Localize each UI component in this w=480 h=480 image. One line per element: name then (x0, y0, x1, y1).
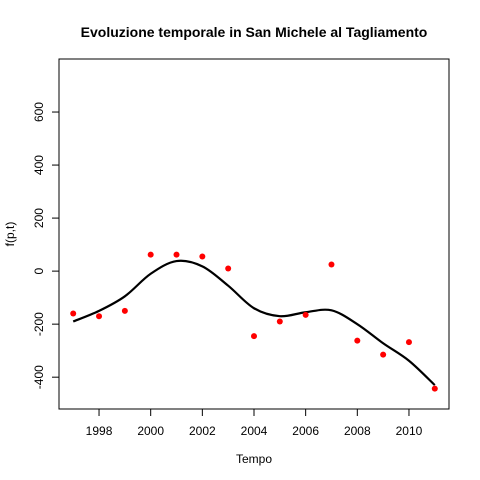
data-point (199, 253, 206, 260)
data-point (96, 313, 103, 320)
data-point (405, 339, 412, 346)
data-point (380, 351, 387, 358)
data-point (276, 318, 283, 325)
data-point (302, 311, 309, 318)
x-tick-label: 2010 (396, 424, 423, 438)
y-tick-label: 0 (32, 267, 46, 274)
x-tick-label: 2006 (292, 424, 319, 438)
data-point (70, 310, 77, 317)
x-tick-label: 2008 (344, 424, 371, 438)
data-point (173, 251, 180, 258)
x-tick-label: 2004 (241, 424, 268, 438)
y-tick-label: -400 (32, 365, 46, 389)
x-tick-label: 1998 (86, 424, 113, 438)
x-tick-label: 2000 (137, 424, 164, 438)
plot-frame (58, 58, 450, 410)
chart-title: Evoluzione temporale in San Michele al T… (81, 24, 428, 40)
y-tick-label: 400 (32, 155, 46, 175)
data-point (225, 265, 232, 272)
series-layer (70, 251, 438, 392)
data-point (431, 385, 438, 392)
x-tick-label: 2002 (189, 424, 216, 438)
data-point (328, 261, 335, 268)
y-tick-label: 600 (32, 102, 46, 122)
data-point (121, 307, 128, 314)
y-tick-label: -200 (32, 312, 46, 336)
y-tick-label: 200 (32, 208, 46, 228)
fitted-curve (72, 259, 436, 386)
data-point (251, 333, 257, 340)
y-axis: -400 -200 0 200 400 600 (32, 102, 59, 389)
x-axis-label: Tempo (236, 452, 272, 466)
data-point (147, 251, 154, 258)
y-axis-label: f(p,t) (3, 222, 17, 247)
x-axis: 1998 2000 2002 2004 2006 2008 2010 (86, 409, 423, 438)
data-point (354, 337, 361, 344)
